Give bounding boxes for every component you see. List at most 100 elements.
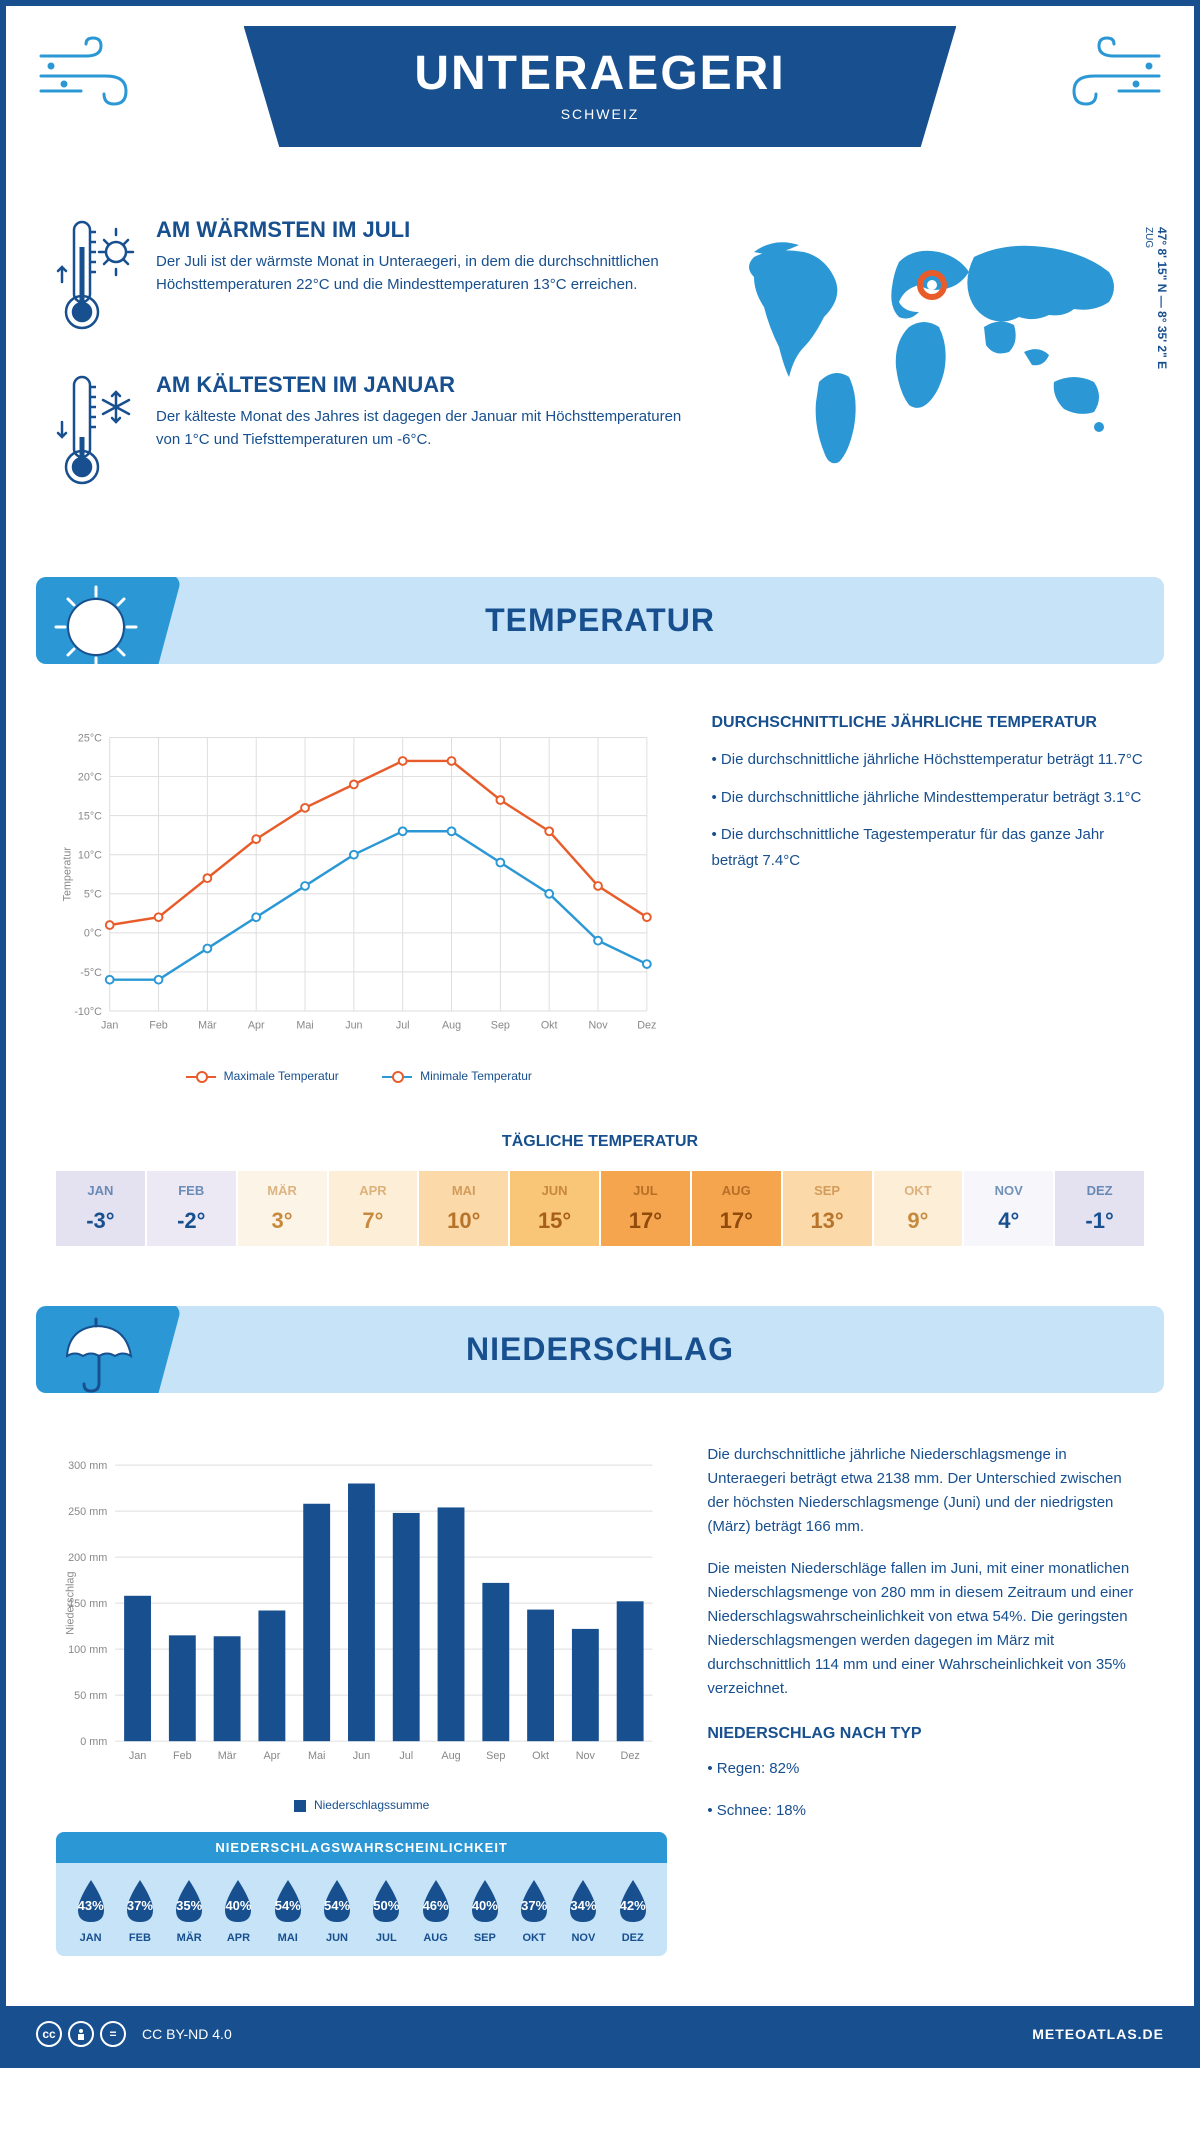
temp-cell: APR7° — [329, 1171, 418, 1246]
thermometer-hot-icon — [56, 217, 136, 342]
probability-cell: 46%AUG — [411, 1878, 460, 1944]
precip-type: • Regen: 82% — [707, 1757, 1144, 1781]
temp-cell: MÄR3° — [238, 1171, 327, 1246]
svg-text:250 mm: 250 mm — [68, 1506, 107, 1518]
svg-text:Mai: Mai — [308, 1750, 325, 1762]
coldest-text: Der kälteste Monat des Jahres ist dagege… — [156, 406, 684, 451]
svg-text:-10°C: -10°C — [74, 1006, 102, 1018]
thermometer-cold-icon — [56, 372, 136, 497]
svg-text:Nov: Nov — [576, 1750, 596, 1762]
summary-bullet: • Die durchschnittliche Tagestemperatur … — [712, 822, 1145, 873]
temperature-header: TEMPERATUR — [36, 577, 1164, 664]
svg-text:Sep: Sep — [491, 1020, 510, 1032]
section-title: NIEDERSCHLAG — [56, 1331, 1144, 1368]
probability-box: NIEDERSCHLAGSWAHRSCHEINLICHKEIT 43%JAN37… — [56, 1832, 667, 1956]
chart-legend: Niederschlagssumme — [56, 1798, 667, 1812]
warmest-block: AM WÄRMSTEN IM JULI Der Juli ist der wär… — [56, 217, 684, 342]
svg-text:50 mm: 50 mm — [74, 1690, 107, 1702]
temperature-section: -10°C-5°C0°C5°C10°C15°C20°C25°CJanFebMär… — [6, 684, 1194, 1113]
chart-legend: .legend-swatch:nth-child(1)::before{bord… — [56, 1069, 662, 1083]
svg-text:15°C: 15°C — [78, 811, 102, 823]
svg-text:Mär: Mär — [198, 1020, 217, 1032]
probability-cell: 34%NOV — [559, 1878, 608, 1944]
svg-text:Jun: Jun — [345, 1020, 362, 1032]
svg-text:Feb: Feb — [173, 1750, 192, 1762]
temp-cell: SEP13° — [783, 1171, 872, 1246]
probability-cell: 54%JUN — [312, 1878, 361, 1944]
probability-cell: 35%MÄR — [165, 1878, 214, 1944]
coldest-block: AM KÄLTESTEN IM JANUAR Der kälteste Mona… — [56, 372, 684, 497]
svg-text:Niederschlag: Niederschlag — [65, 1572, 77, 1635]
footer: cc = CC BY-ND 4.0 METEOATLAS.DE — [6, 2006, 1194, 2062]
svg-text:0 mm: 0 mm — [80, 1736, 107, 1748]
header: UNTERAEGERI SCHWEIZ — [6, 6, 1194, 177]
svg-text:100 mm: 100 mm — [68, 1644, 107, 1656]
svg-text:Apr: Apr — [248, 1020, 265, 1032]
svg-text:Apr: Apr — [263, 1750, 280, 1762]
temperature-summary: DURCHSCHNITTLICHE JÄHRLICHE TEMPERATUR •… — [712, 714, 1145, 1083]
svg-text:Jul: Jul — [396, 1020, 410, 1032]
site-name: METEOATLAS.DE — [1032, 2026, 1164, 2042]
precipitation-section: 0 mm50 mm100 mm150 mm200 mm250 mm300 mmJ… — [6, 1413, 1194, 2006]
temp-cell: JAN-3° — [56, 1171, 145, 1246]
temp-cell: JUN15° — [510, 1171, 599, 1246]
by-icon — [68, 2021, 94, 2047]
license-text: CC BY-ND 4.0 — [142, 2026, 232, 2042]
probability-cell: 40%APR — [214, 1878, 263, 1944]
svg-text:Okt: Okt — [532, 1750, 549, 1762]
svg-text:Jan: Jan — [101, 1020, 118, 1032]
svg-text:Temperatur: Temperatur — [62, 847, 74, 902]
coldest-title: AM KÄLTESTEN IM JANUAR — [156, 372, 684, 398]
cc-icon: cc — [36, 2021, 62, 2047]
precipitation-chart: 0 mm50 mm100 mm150 mm200 mm250 mm300 mmJ… — [56, 1443, 667, 1976]
svg-text:Aug: Aug — [441, 1750, 460, 1762]
svg-text:Jan: Jan — [129, 1750, 146, 1762]
title-banner: UNTERAEGERI SCHWEIZ — [244, 26, 957, 147]
summary-bullet: • Die durchschnittliche jährliche Mindes… — [712, 785, 1145, 811]
svg-text:Okt: Okt — [541, 1020, 558, 1032]
coordinates: 47° 8' 15" N — 8° 35' 2" E ZUG — [1141, 227, 1169, 369]
warmest-text: Der Juli ist der wärmste Monat in Untera… — [156, 251, 684, 296]
temp-cell: AUG17° — [692, 1171, 781, 1246]
svg-text:Mär: Mär — [218, 1750, 237, 1762]
probability-cell: 54%MAI — [263, 1878, 312, 1944]
svg-text:-5°C: -5°C — [80, 967, 102, 979]
precip-para: Die meisten Niederschläge fallen im Juni… — [707, 1557, 1144, 1701]
sun-icon — [51, 582, 141, 664]
precipitation-header: NIEDERSCHLAG — [36, 1306, 1164, 1393]
precipitation-summary: Die durchschnittliche jährliche Niedersc… — [707, 1443, 1144, 1976]
svg-text:20°C: 20°C — [78, 771, 102, 783]
svg-text:0°C: 0°C — [84, 928, 102, 940]
summary-bullet: • Die durchschnittliche jährliche Höchst… — [712, 747, 1145, 773]
overview-text: AM WÄRMSTEN IM JULI Der Juli ist der wär… — [56, 217, 684, 527]
svg-text:Dez: Dez — [621, 1750, 640, 1762]
temp-cell: FEB-2° — [147, 1171, 236, 1246]
probability-cell: 37%OKT — [509, 1878, 558, 1944]
world-map: 47° 8' 15" N — 8° 35' 2" E ZUG — [724, 217, 1144, 527]
probability-cell: 43%JAN — [66, 1878, 115, 1944]
license-badge: cc = CC BY-ND 4.0 — [36, 2021, 232, 2047]
svg-text:Jun: Jun — [353, 1750, 370, 1762]
section-title: TEMPERATUR — [56, 602, 1144, 639]
summary-title: DURCHSCHNITTLICHE JÄHRLICHE TEMPERATUR — [712, 714, 1145, 732]
probability-cell: 40%SEP — [460, 1878, 509, 1944]
temp-cell: MAI10° — [419, 1171, 508, 1246]
temp-cell: DEZ-1° — [1055, 1171, 1144, 1246]
temp-cell: NOV4° — [964, 1171, 1053, 1246]
overview-row: AM WÄRMSTEN IM JULI Der Juli ist der wär… — [6, 177, 1194, 557]
svg-text:Mai: Mai — [296, 1020, 313, 1032]
svg-text:10°C: 10°C — [78, 850, 102, 862]
temp-cell: JUL17° — [601, 1171, 690, 1246]
nd-icon: = — [100, 2021, 126, 2047]
umbrella-icon — [51, 1311, 141, 1393]
daily-temperature: TÄGLICHE TEMPERATUR JAN-3°FEB-2°MÄR3°APR… — [6, 1113, 1194, 1286]
page-subtitle: SCHWEIZ — [304, 106, 897, 122]
probability-cell: 42%DEZ — [608, 1878, 657, 1944]
svg-text:300 mm: 300 mm — [68, 1460, 107, 1472]
svg-text:Dez: Dez — [637, 1020, 656, 1032]
svg-text:Jul: Jul — [399, 1750, 413, 1762]
wind-icon — [36, 36, 156, 116]
page-title: UNTERAEGERI — [304, 46, 897, 101]
wind-icon — [1044, 36, 1164, 116]
svg-text:Feb: Feb — [149, 1020, 168, 1032]
